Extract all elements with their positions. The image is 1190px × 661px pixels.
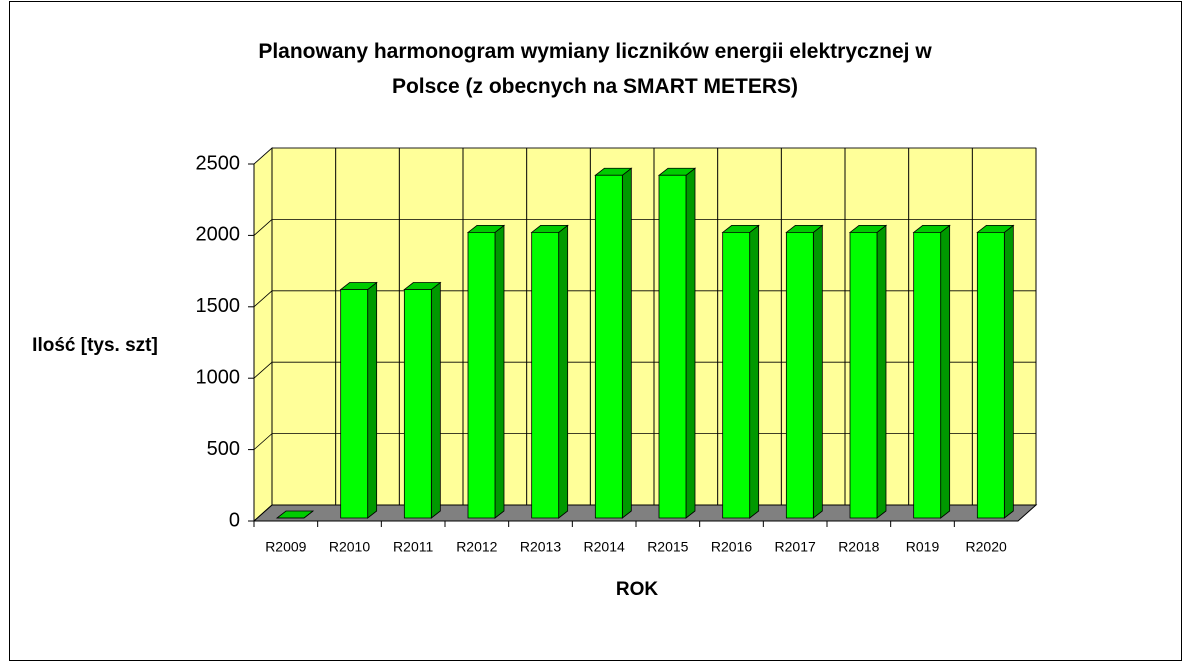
grid-line — [253, 433, 1036, 450]
x-axis-label: ROK — [616, 579, 659, 600]
y-tick-label: 500 — [207, 438, 240, 460]
y-tick-label: 2500 — [196, 152, 241, 174]
x-tick-label: R2016 — [711, 539, 752, 555]
bar-side — [812, 224, 823, 519]
x-tick-label: R2015 — [647, 539, 688, 555]
bar-front — [467, 231, 496, 519]
bar — [657, 167, 697, 519]
bar-front — [785, 231, 814, 519]
bar-side — [558, 224, 569, 519]
bar — [848, 224, 888, 519]
bar — [339, 281, 378, 519]
bar-side — [749, 224, 760, 519]
bar-side — [367, 281, 378, 519]
bar — [721, 224, 760, 519]
bar — [785, 224, 824, 519]
bar-side — [685, 167, 696, 519]
x-tick-label: R2012 — [456, 539, 497, 555]
x-tick-label: R2009 — [265, 539, 306, 555]
grid-line — [253, 147, 1036, 165]
plot: Ilość [tys. szt] ROK 0 500 1000 1500 2000 250… — [32, 146, 1038, 600]
x-tick-label: R2020 — [966, 539, 1007, 555]
bar — [275, 510, 315, 519]
bar — [912, 224, 951, 519]
grid-line — [253, 218, 1036, 236]
y-axis-label: Ilość [tys. szt] — [32, 335, 158, 356]
side-wall — [253, 146, 273, 523]
bar — [530, 224, 569, 519]
x-tick-label: R2011 — [393, 539, 433, 555]
bar-front — [658, 174, 687, 519]
y-tick-label: 2000 — [196, 224, 241, 246]
bar-side — [621, 167, 632, 519]
bar-front — [531, 231, 560, 519]
chart: Planowany harmonogram wymiany liczników … — [9, 1, 1182, 661]
bar-side — [494, 224, 505, 519]
bar-front — [340, 289, 369, 519]
bar-front — [403, 289, 432, 519]
grid-line — [253, 504, 1036, 522]
grid-line — [253, 361, 1036, 379]
x-tick-label: R2017 — [775, 539, 816, 555]
bar-side — [430, 281, 441, 519]
x-tick-label: R2013 — [520, 539, 561, 555]
x-tick-label: R019 — [906, 539, 940, 555]
bar-side — [1003, 224, 1014, 519]
bar — [594, 167, 633, 519]
x-tick-label: R2014 — [584, 539, 625, 555]
x-tick-label: R2010 — [329, 539, 370, 555]
y-tick-label: 1000 — [196, 366, 241, 388]
bar-front — [849, 231, 878, 519]
bar — [466, 224, 506, 519]
bar — [976, 224, 1015, 519]
bar-side — [940, 224, 951, 519]
bar-front — [722, 231, 751, 519]
bar-front — [594, 174, 623, 519]
y-tick-label: 1500 — [196, 295, 241, 317]
bar-side — [876, 224, 887, 519]
x-tick-label: R2018 — [838, 539, 879, 555]
bar — [403, 281, 442, 519]
grid-line — [253, 290, 1036, 308]
bar-front — [913, 231, 942, 519]
y-tick-label: 0 — [229, 509, 240, 531]
bar-front — [976, 231, 1005, 519]
chart-title: Planowany harmonogram wymiany liczników … — [258, 40, 932, 98]
